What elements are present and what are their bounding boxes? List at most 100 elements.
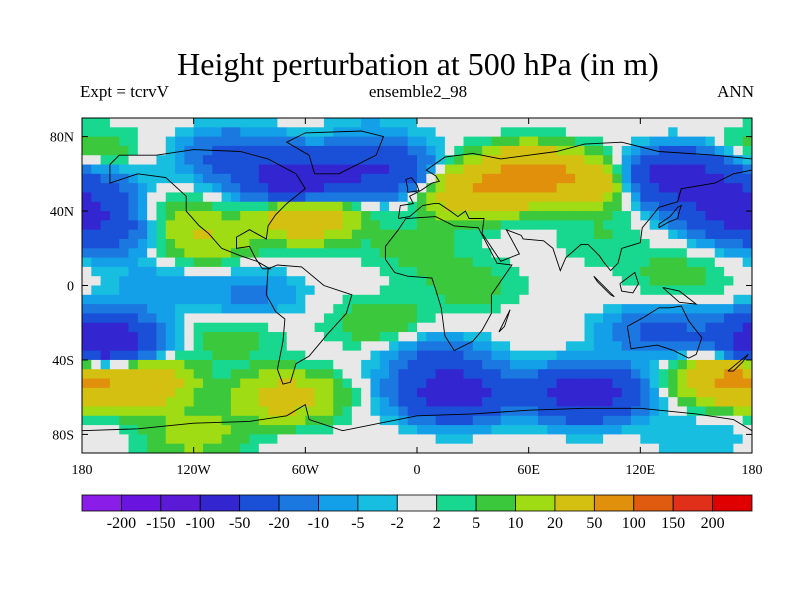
- heatmap-cell: [156, 415, 167, 426]
- heatmap-cell: [593, 369, 604, 379]
- heatmap-cell: [137, 378, 148, 389]
- heatmap-cell: [91, 415, 102, 426]
- heatmap-cell: [519, 183, 530, 193]
- heatmap-cell: [668, 164, 678, 175]
- heatmap-cell: [444, 359, 455, 370]
- heatmap-cell: [286, 304, 297, 314]
- heatmap-cell: [528, 425, 539, 435]
- heatmap-cell: [565, 238, 576, 249]
- heatmap-cell: [593, 332, 604, 342]
- heatmap-cell: [482, 322, 492, 333]
- heatmap-cell: [444, 248, 455, 258]
- heatmap-cell: [500, 304, 511, 314]
- heatmap-cell: [128, 387, 139, 398]
- heatmap-cell: [119, 155, 129, 165]
- heatmap-cell: [314, 248, 325, 258]
- heatmap-cell: [649, 350, 660, 361]
- heatmap-cell: [575, 248, 585, 258]
- heatmap-cell: [500, 118, 511, 128]
- heatmap-cell: [612, 350, 623, 361]
- heatmap-cell: [631, 322, 641, 333]
- heatmap-cell: [165, 294, 176, 305]
- heatmap-cell: [742, 387, 752, 398]
- heatmap-cell: [91, 443, 102, 453]
- heatmap-cell: [184, 276, 195, 286]
- heatmap-cell: [370, 425, 381, 435]
- heatmap-cell: [333, 313, 343, 324]
- heatmap-cell: [537, 266, 548, 277]
- heatmap-cell: [184, 443, 195, 453]
- heatmap-cell: [556, 164, 567, 175]
- heatmap-cell: [230, 118, 241, 128]
- heatmap-cell: [389, 192, 399, 203]
- heatmap-cell: [649, 313, 660, 324]
- heatmap-cell: [444, 211, 455, 221]
- heatmap-cell: [454, 304, 464, 314]
- heatmap-cell: [361, 425, 371, 435]
- heatmap-cell: [258, 248, 269, 258]
- heatmap-cell: [175, 173, 185, 184]
- heatmap-cell: [305, 248, 316, 258]
- heatmap-cell: [510, 387, 520, 398]
- heatmap-cell: [82, 192, 92, 203]
- heatmap-cell: [268, 369, 278, 379]
- heatmap-cell: [119, 266, 129, 277]
- heatmap-cell: [519, 220, 530, 231]
- heatmap-cell: [463, 322, 474, 333]
- heatmap-cell: [435, 136, 446, 147]
- heatmap-cell: [491, 201, 502, 212]
- heatmap-cell: [677, 229, 688, 240]
- heatmap-cell: [463, 294, 474, 305]
- heatmap-cell: [686, 359, 697, 370]
- heatmap-cell: [426, 192, 437, 203]
- heatmap-cell: [528, 155, 539, 165]
- heatmap-cell: [426, 304, 437, 314]
- heatmap-cell: [472, 136, 483, 147]
- heatmap-cell: [603, 332, 613, 342]
- heatmap-cell: [109, 118, 120, 128]
- heatmap-cell: [733, 136, 744, 147]
- heatmap-cell: [137, 425, 148, 435]
- heatmap-cell: [500, 220, 511, 231]
- heatmap-cell: [603, 322, 613, 333]
- heatmap-cell: [631, 211, 641, 221]
- heatmap-cell: [686, 164, 697, 175]
- heatmap-cell: [91, 155, 102, 165]
- heatmap-cell: [286, 387, 297, 398]
- heatmap-cell: [593, 285, 604, 296]
- heatmap-cell: [193, 425, 204, 435]
- heatmap-cell: [258, 369, 269, 379]
- heatmap-cell: [714, 173, 725, 184]
- heatmap-cell: [277, 229, 288, 240]
- heatmap-cell: [165, 136, 176, 147]
- heatmap-cell: [165, 276, 176, 286]
- heatmap-cell: [314, 415, 325, 426]
- heatmap-cell: [686, 266, 697, 277]
- heatmap-cell: [575, 322, 585, 333]
- heatmap-cell: [593, 443, 604, 453]
- heatmap-cell: [491, 397, 502, 407]
- heatmap-cell: [398, 201, 409, 212]
- heatmap-cell: [91, 294, 102, 305]
- heatmap-cell: [296, 378, 306, 389]
- heatmap-cell: [631, 285, 641, 296]
- heatmap-cell: [714, 406, 725, 417]
- heatmap-cell: [389, 378, 399, 389]
- heatmap-cell: [686, 136, 697, 147]
- heatmap-cell: [82, 229, 92, 240]
- heatmap-cell: [454, 313, 464, 324]
- heatmap-cell: [407, 359, 418, 370]
- heatmap-cell: [491, 248, 502, 258]
- heatmap-cell: [147, 341, 157, 352]
- heatmap-cell: [482, 136, 492, 147]
- heatmap-cell: [407, 266, 418, 277]
- heatmap-cell: [537, 164, 548, 175]
- heatmap-cell: [202, 332, 213, 342]
- heatmap-cell: [389, 304, 399, 314]
- heatmap-cell: [593, 350, 604, 361]
- heatmap-cell: [491, 155, 502, 165]
- heatmap-cell: [249, 155, 260, 165]
- heatmap-cell: [686, 406, 697, 417]
- heatmap-cell: [202, 285, 213, 296]
- heatmap-cell: [640, 285, 651, 296]
